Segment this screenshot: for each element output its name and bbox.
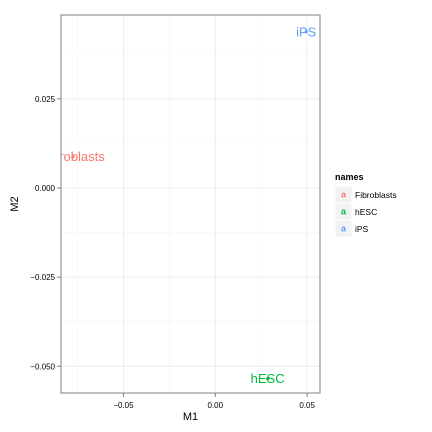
panel-border [60, 14, 321, 394]
data-point-label: iPS [296, 24, 317, 39]
x-tick-label: 0.00 [208, 401, 224, 410]
x-axis-label: M1 [183, 411, 198, 423]
y-tick-label: 0.025 [35, 95, 56, 104]
data-points: Fibroblasts hESC iPS [41, 24, 317, 386]
x-tick-label: 0.05 [299, 401, 315, 410]
x-tick-label: −0.05 [113, 401, 134, 410]
data-point-label: Fibroblasts [41, 149, 105, 164]
data-point-marker [304, 30, 308, 34]
data-point-marker [71, 154, 75, 159]
data-point-label: hESC [251, 371, 285, 386]
y-axis-label: M2 [9, 196, 21, 211]
data-point-marker [266, 377, 270, 381]
legend-label: hESC [355, 207, 377, 217]
y-tick-label: −0.050 [30, 362, 55, 371]
legend-key [334, 219, 353, 238]
legend-key-glyph: a [341, 190, 347, 200]
legend-label: Fibroblasts [355, 190, 397, 200]
axis-ticks: −0.05 0.00 0.05 0.025 0.000 −0.025 −0.050 [30, 95, 315, 410]
grid-lines [61, 15, 320, 393]
y-tick-label: 0.000 [35, 184, 56, 193]
panel-background [61, 15, 320, 393]
legend-title: names [335, 172, 364, 182]
legend-key-glyph: a [341, 224, 347, 234]
y-tick-label: −0.025 [30, 273, 55, 282]
legend-label: iPS [355, 224, 369, 234]
legend-key-glyph: a [341, 207, 347, 217]
